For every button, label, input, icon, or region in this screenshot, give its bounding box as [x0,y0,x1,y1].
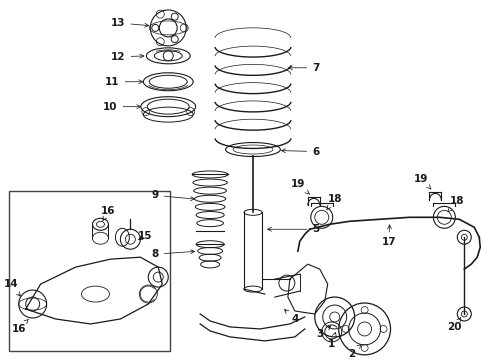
Text: 3: 3 [316,326,331,339]
Text: 18: 18 [327,194,342,210]
Text: 7: 7 [289,63,319,73]
Text: 4: 4 [285,310,298,324]
Text: 11: 11 [105,77,143,87]
Text: 8: 8 [152,249,195,259]
Text: 9: 9 [152,190,195,201]
Text: 12: 12 [111,52,144,62]
Text: 13: 13 [111,18,148,28]
Text: 2: 2 [348,345,361,359]
Text: 19: 19 [291,179,309,194]
Text: 6: 6 [282,147,319,157]
Text: 17: 17 [382,225,397,247]
Text: 20: 20 [447,318,462,332]
Text: 16: 16 [11,319,28,334]
Text: 10: 10 [103,102,141,112]
Text: 19: 19 [414,175,431,189]
Text: 1: 1 [328,332,336,349]
Text: 18: 18 [448,196,465,212]
Text: 5: 5 [268,224,319,234]
Text: 14: 14 [3,279,21,296]
Text: 16: 16 [101,206,116,221]
Text: 15: 15 [138,231,152,241]
